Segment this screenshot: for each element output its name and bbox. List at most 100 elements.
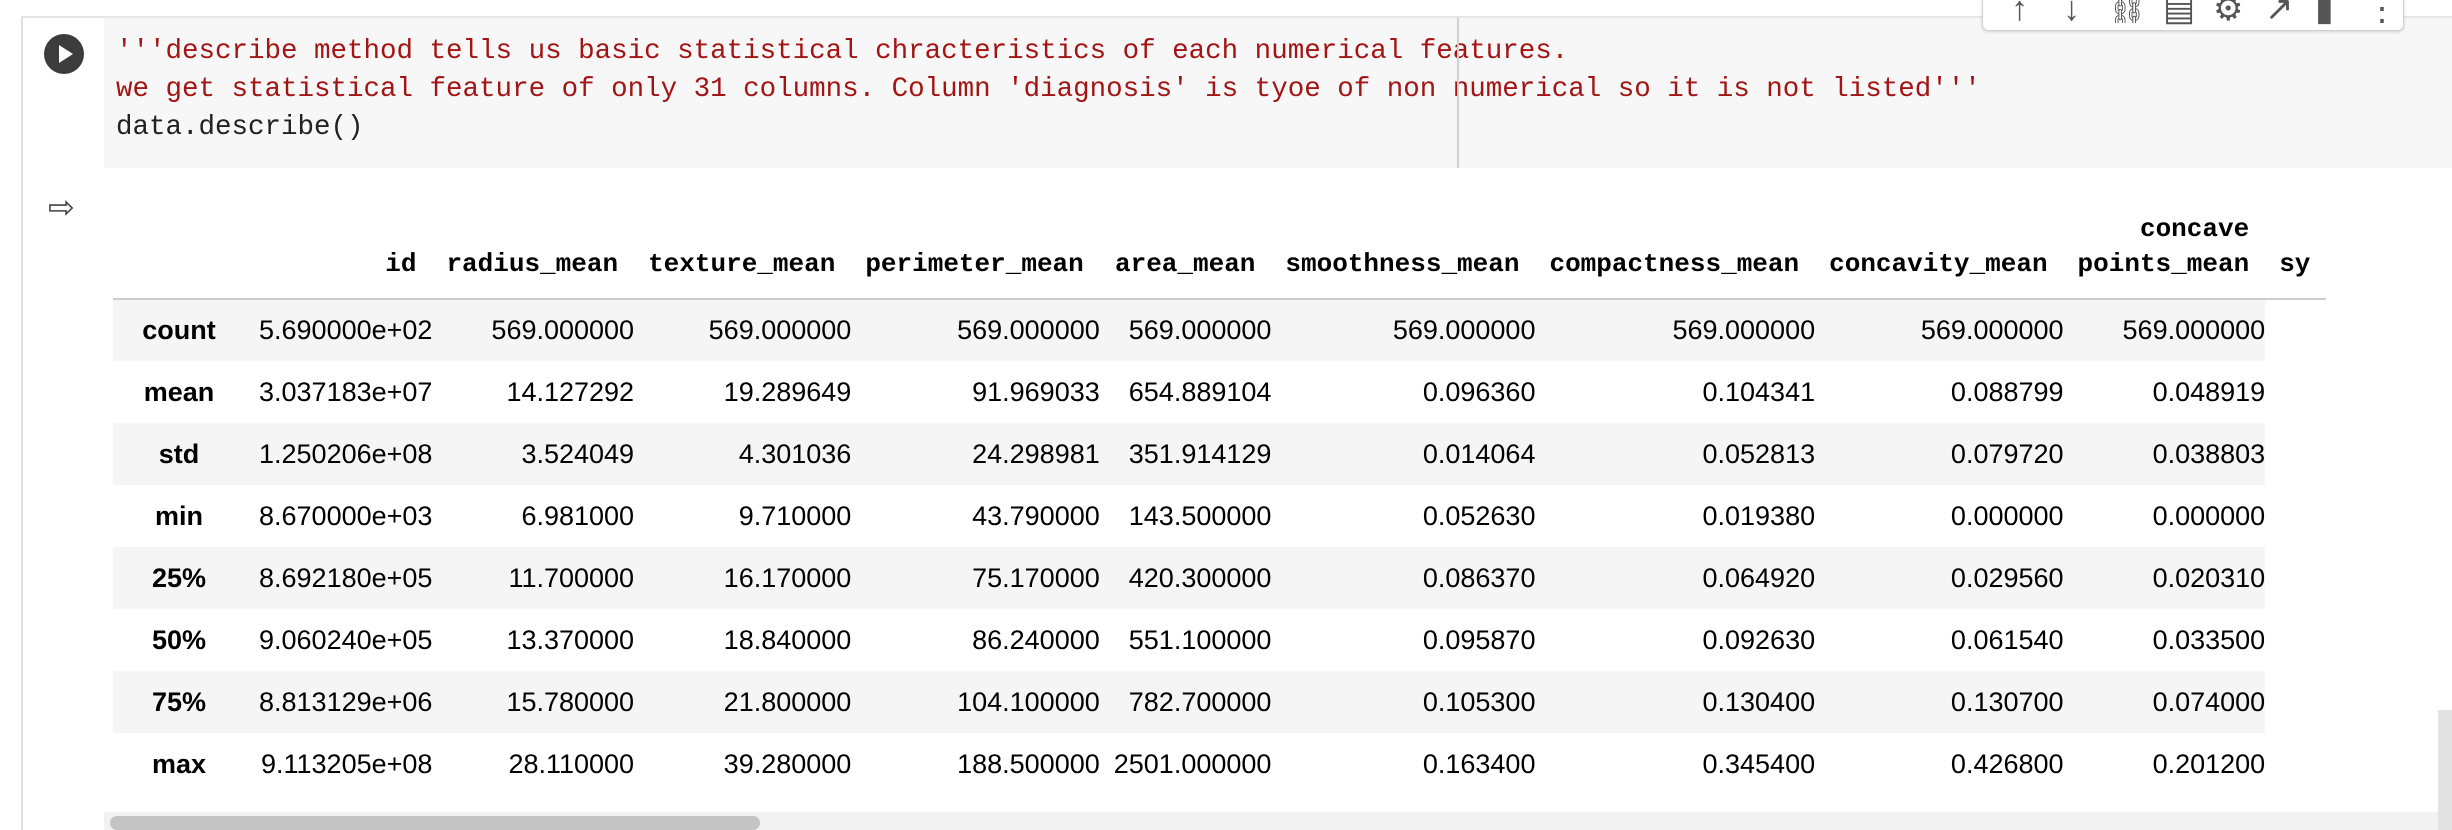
table-cell: 569.000000 [1672,315,1816,345]
trash-icon[interactable]: ▮ [2315,0,2334,28]
table-cell: 0.079720 [1950,438,2064,469]
table-cell: 0.086370 [1422,562,1536,593]
table-cell: 4.301036 [738,438,852,469]
code-line: '''describe method tells us basic statis… [116,36,1569,67]
table-cell: 0.038803 [2152,438,2266,469]
table-cell: 18.840000 [723,624,852,655]
output-area: id radius_mean texture_mean perimeter_mean a… [113,180,2452,810]
table-cell: 0.105300 [1422,686,1536,717]
table-cell: 351.914129 [1128,438,1272,469]
table-cell: 0.052813 [1702,438,1816,469]
table-cell: 0.052630 [1422,500,1536,531]
horizontal-scrollbar-thumb[interactable] [110,816,760,830]
table-cell: 28.110000 [508,748,635,779]
table-cell: 2501.000000 [1113,748,1272,779]
column-header: id [245,180,433,300]
more-icon[interactable]: ⋮ [2365,0,2399,28]
table-cell: 0.130400 [1702,686,1816,717]
table-cell: 24.298981 [972,438,1100,469]
table-cell: 15.780000 [506,686,635,717]
code-editor[interactable]: '''describe method tells us basic statis… [104,18,2452,168]
table-cell: 0.000000 [1950,500,2064,531]
row-label: min [154,500,203,531]
table-row: mean 3.037183e+07 14.127292 19.289649 91.969… [113,361,2326,423]
column-header: concave points_mean [2063,180,2266,300]
output-icon[interactable]: ⇨ [48,189,75,225]
column-header [113,180,245,300]
table-cell: 0.095870 [1422,624,1536,655]
table-cell: 9.113205e+08 [261,748,433,779]
table-cell: 8.692180e+05 [259,562,433,593]
table-cell: 8.670000e+03 [259,500,433,531]
table-cell: 0.020310 [2152,562,2266,593]
table-row: 50% 9.060240e+05 13.370000 18.840000 86.2400… [113,609,2326,671]
table-cell: 19.289649 [723,376,852,407]
column-header: concavity_mean [1815,180,2064,300]
table-row: 75% 8.813129e+06 15.780000 21.800000 104.100… [113,671,2327,733]
table-cell: 0.201200 [2152,748,2266,779]
column-header: smoothness_mean [1271,180,1536,300]
table-cell: 0.014064 [1422,438,1536,469]
table-cell: 569.000000 [1920,315,2064,345]
row-label: mean [143,376,215,407]
table-cell: 3.037183e+07 [259,376,433,407]
table-cell: 0.019380 [1702,500,1816,531]
row-label: 75% [151,686,207,717]
table-cell: 14.127292 [506,376,635,407]
table-cell: 13.370000 [506,624,635,655]
table-cell: 0.130700 [1950,686,2064,717]
row-label: 25% [151,562,207,593]
column-header: texture_mean [634,180,852,300]
arrow-up-icon[interactable]: ↑ [2011,0,2028,28]
table-cell: 420.300000 [1128,562,1272,593]
table-cell: 143.500000 [1128,500,1272,531]
comment-icon[interactable]: ▤ [2163,0,2196,28]
table-cell: 0.088799 [1950,376,2064,407]
table-cell: 569.000000 [708,315,852,345]
code-line: we get statistical feature of only 31 co… [116,74,1981,105]
table-cell: 0.064920 [1702,562,1816,593]
cell-toolbar: ↑ ↓ ⛓ ▤ ⚙ ↗ ▮ ⋮ [1982,0,2404,31]
table-cell: 0.029560 [1950,562,2064,593]
table-cell: 39.280000 [723,748,852,779]
table-cell: 0.104341 [1702,376,1816,407]
table-cell: 21.800000 [723,686,852,717]
gear-icon[interactable]: ⚙ [2213,0,2244,28]
table-cell: 569.000000 [2122,315,2266,345]
column-header: compactness_mean [1535,180,1816,300]
table-cell: 86.240000 [972,624,1100,655]
table-cell: 16.170000 [723,562,852,593]
table-row: std 1.250206e+08 3.524049 4.301036 24.298981… [113,423,2327,485]
link-icon[interactable]: ⛓ [2108,0,2147,25]
row-label: count [142,315,216,345]
row-label: 50% [151,624,207,655]
table-cell: 0.426800 [1950,748,2064,779]
row-label: std [158,438,200,469]
table-cell: 0.033500 [2152,624,2266,655]
table-cell: 569.000000 [957,315,1100,345]
table-row: count 5.690000e+02 569.000000 569.000000 569… [113,299,2327,361]
cell-left-rule [21,18,23,830]
run-cell-button[interactable] [44,34,84,74]
table-cell: 9.060240e+05 [259,624,433,655]
table-cell: 188.500000 [957,748,1100,779]
table-cell: 569.000000 [491,315,635,345]
vertical-scrollbar[interactable] [2438,710,2452,830]
table-cell: 0.345400 [1702,748,1816,779]
table-cell: 0.092630 [1702,624,1816,655]
cell-border [21,16,2452,18]
column-header: sy [2265,180,2327,300]
table-cell: 1.250206e+08 [259,438,433,469]
table-row: min 8.670000e+03 6.981000 9.710000 43.790000… [113,485,2326,547]
table-cell: 551.100000 [1128,624,1272,655]
table-row: max 9.113205e+08 28.110000 39.280000 188.500… [113,733,2326,795]
arrow-down-icon[interactable]: ↓ [2063,0,2080,28]
expand-icon[interactable]: ↗ [2265,0,2294,28]
table-cell: 0.000000 [2152,500,2266,531]
table-cell: 782.700000 [1128,686,1272,717]
table-cell: 0.048919 [2152,376,2266,407]
table-header-row: id radius_mean texture_mean perimeter_mean a… [113,180,2327,300]
table-cell: 654.889104 [1128,376,1272,407]
table-cell: 43.790000 [972,500,1100,531]
table-cell: 0.074000 [2152,686,2266,717]
